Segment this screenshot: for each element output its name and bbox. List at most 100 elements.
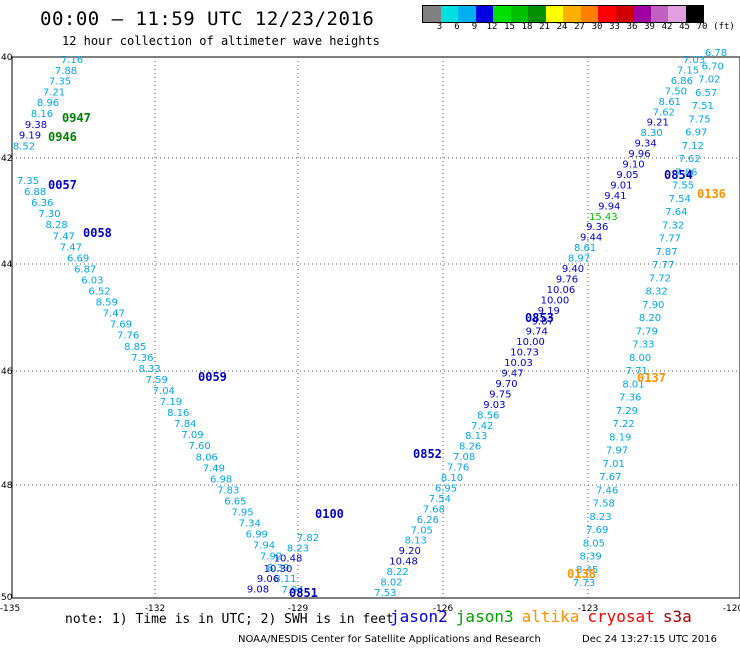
wave-height-value: 7.12 (682, 141, 704, 152)
wave-height-value: 8.13 (405, 536, 427, 547)
wave-height-value: 7.47 (60, 242, 82, 253)
wave-height-value: 7.21 (43, 87, 65, 98)
wave-height-value: 9.05 (616, 170, 638, 181)
wave-height-value: 7.94 (253, 541, 275, 552)
legend-altika: altika (521, 607, 580, 626)
wave-height-value: 7.51 (692, 101, 714, 112)
time-labels: 0947 0946 0057 0058 0059 0100 0851 0852 0853 0854… (48, 111, 726, 600)
wave-height-value: 9.44 (580, 233, 602, 244)
wave-height-value: 9.70 (495, 379, 517, 390)
wave-height-value: 8.32 (645, 287, 667, 298)
page-subtitle: 12 hour collection of altimeter wave hei… (62, 34, 380, 48)
wave-height-value: 6.70 (702, 61, 724, 72)
wave-height-value: 8.06 (196, 452, 218, 463)
scale-label: 12 (486, 22, 498, 32)
wave-height-value: 7.69 (110, 320, 132, 331)
wave-height-value: 9.01 (610, 180, 632, 191)
wave-height-value: 6.36 (31, 198, 53, 209)
legend-s3a: s3a (662, 607, 692, 626)
note-text: note: 1) Time is in UTC; 2) SWH is in fe… (65, 612, 394, 627)
wave-height-value: 9.47 (501, 369, 523, 380)
map-frame (11, 56, 740, 599)
wave-height-value: 7.50 (665, 86, 687, 97)
wave-height-value: 7.36 (619, 393, 641, 404)
wave-height-value: 7.87 (655, 247, 677, 258)
wave-height-value: 9.36 (586, 222, 608, 233)
pass-time-label: 0851 (289, 586, 318, 600)
wave-height-value: 6.26 (417, 515, 439, 526)
wave-height-value: 6.97 (685, 128, 707, 139)
wave-height-value: 7.15 (677, 66, 699, 77)
scale-label: 45 (679, 22, 690, 32)
wave-height-value: 7.76 (117, 331, 139, 342)
pass-time-label: 0057 (48, 178, 77, 192)
legend-jason3: jason3 (455, 607, 514, 626)
scale-swatch (668, 6, 686, 22)
wave-height-value: 7.58 (593, 499, 615, 510)
scale-label: 18 (521, 22, 533, 32)
wave-height-value: 7.77 (652, 260, 674, 271)
pass-time-label: 0854 (664, 168, 693, 182)
scale-swatch (580, 6, 598, 22)
wave-height-value: 7.86 (675, 167, 697, 178)
wave-height-value: 9.19 (538, 306, 560, 317)
wave-height-value: 6.65 (224, 497, 246, 508)
wave-height-value: 7.01 (603, 459, 625, 470)
latitude-label: 40 (1, 53, 13, 63)
wave-height-value: 8.56 (477, 410, 499, 421)
wave-height-value: 7.90 (642, 300, 664, 311)
timestamp-text: Dec 24 13:27:15 UTC 2016 (582, 634, 717, 645)
wave-height-value: 7.19 (160, 397, 182, 408)
wave-height-value: 7.71 (626, 366, 648, 377)
wave-height-value: 10.03 (504, 358, 533, 369)
wave-height-value: 8.33 (138, 364, 160, 375)
wave-height-value: 8.00 (629, 353, 651, 364)
latitude-label: 44 (1, 260, 13, 270)
wave-height-value: 6.52 (88, 287, 110, 298)
wave-height-value: 7.54 (669, 194, 691, 205)
scale-swatch (615, 6, 633, 22)
pass-time-label: 0138 (567, 567, 596, 581)
wave-height-value: 8.20 (639, 313, 661, 324)
longitude-label: -120 (723, 604, 740, 614)
scale-swatch (545, 6, 563, 22)
wave-height-value: 7.34 (239, 519, 261, 530)
wave-height-value: 8.01 (622, 379, 644, 390)
wave-height-value: 8.39 (579, 552, 601, 563)
latitude-label: 46 (1, 367, 13, 377)
wave-height-value: 7.03 (683, 55, 705, 66)
wave-height-value: 9.03 (483, 400, 505, 411)
wave-height-value: 10.48 (389, 557, 418, 568)
pass-time-label: 0058 (83, 226, 112, 240)
wave-height-value: 7.35 (17, 176, 39, 187)
wave-height-value: 7.54 (429, 494, 451, 505)
wave-height-value: 7.69 (586, 525, 608, 536)
longitude-label: -132 (145, 604, 165, 614)
wave-height-value: 7.53 (374, 588, 396, 599)
color-scale-labels: 3 6 9 12 15 18 21 24 27 30 33 36 39 42 45 70 (ft) (422, 22, 740, 34)
wave-height-value: 7.92 (260, 552, 282, 563)
wave-height-value: 8.23 (589, 512, 611, 523)
wave-height-value: 7.46 (596, 485, 618, 496)
wave-height-value: 8.22 (386, 567, 408, 578)
wave-height-value: 8.61 (659, 97, 681, 108)
wave-height-value: 7.68 (423, 504, 445, 515)
wave-height-value: 6.86 (671, 76, 693, 87)
scale-label: 24 (556, 22, 568, 32)
scale-swatch (493, 6, 511, 22)
wave-height-value: 7.77 (659, 234, 681, 245)
wave-height-value: 9.76 (556, 274, 578, 285)
wave-height-value: 9.41 (604, 191, 626, 202)
wave-height-value: 10.00 (516, 337, 545, 348)
wave-height-value: 6.69 (67, 253, 89, 264)
wave-height-value: 8.05 (583, 538, 605, 549)
wave-height-value: 7.83 (217, 485, 239, 496)
wave-height-value: 10.00 (541, 295, 570, 306)
wave-height-value: 7.59 (146, 375, 168, 386)
wave-height-value: 9.96 (628, 149, 650, 160)
wave-height-value: 7.62 (653, 107, 675, 118)
wave-height-value: 9.08 (247, 585, 269, 596)
scale-swatch (528, 6, 546, 22)
wave-height-value: 7.67 (599, 472, 621, 483)
